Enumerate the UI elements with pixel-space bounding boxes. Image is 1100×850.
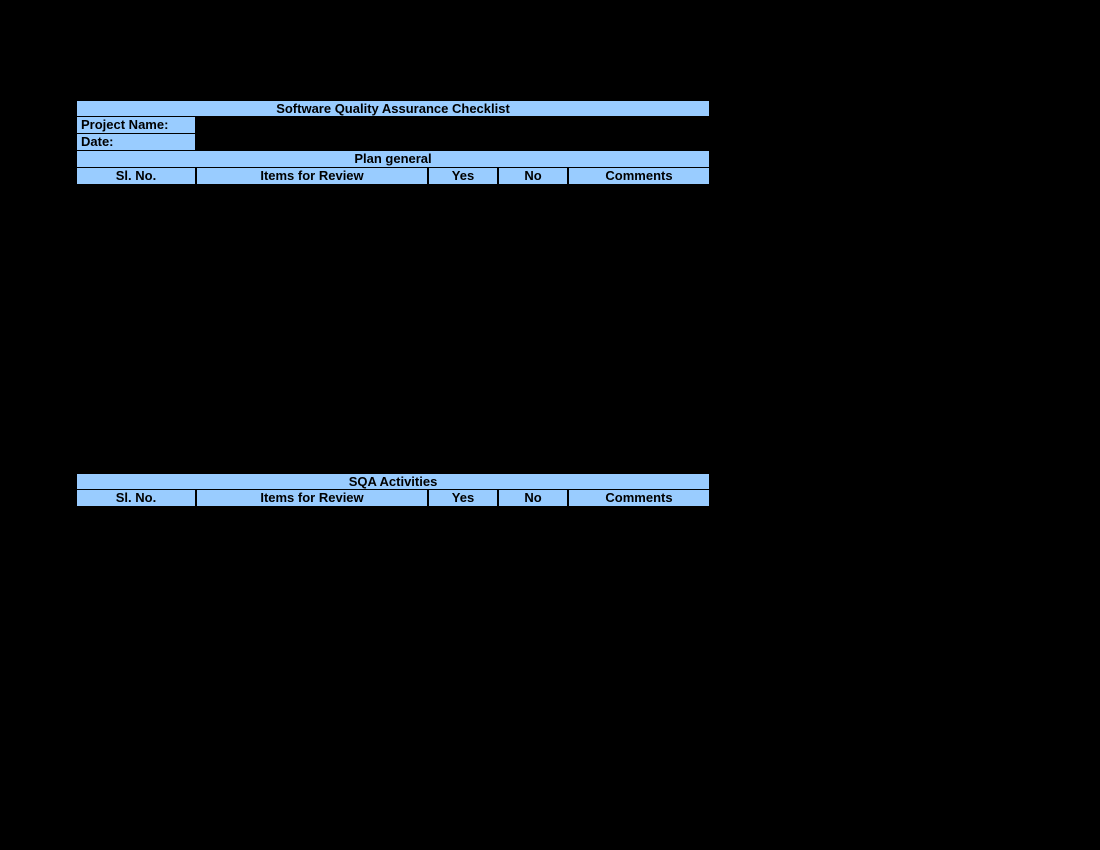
section-body-plan-general <box>76 185 710 473</box>
col-header-yes-2: Yes <box>428 490 498 507</box>
col-header-no: No <box>498 168 568 185</box>
column-headers-plan-general: Sl. No. Items for Review Yes No Comments <box>76 168 710 185</box>
project-name-label: Project Name: <box>76 117 196 134</box>
col-header-no-2: No <box>498 490 568 507</box>
document-title: Software Quality Assurance Checklist <box>76 100 710 117</box>
date-value[interactable] <box>196 134 710 151</box>
date-row: Date: <box>76 134 710 151</box>
col-header-slno: Sl. No. <box>76 168 196 185</box>
section-header-sqa-activities: SQA Activities <box>76 473 710 490</box>
project-name-row: Project Name: <box>76 117 710 134</box>
col-header-items: Items for Review <box>196 168 428 185</box>
project-name-value[interactable] <box>196 117 710 134</box>
col-header-slno-2: Sl. No. <box>76 490 196 507</box>
checklist-sheet: Software Quality Assurance Checklist Pro… <box>76 100 710 507</box>
col-header-items-2: Items for Review <box>196 490 428 507</box>
section-title-plan-general: Plan general <box>76 151 710 168</box>
col-header-comments: Comments <box>568 168 710 185</box>
column-headers-sqa-activities: Sl. No. Items for Review Yes No Comments <box>76 490 710 507</box>
section-header-plan-general: Plan general <box>76 151 710 168</box>
date-label: Date: <box>76 134 196 151</box>
document-title-row: Software Quality Assurance Checklist <box>76 100 710 117</box>
col-header-yes: Yes <box>428 168 498 185</box>
section-title-sqa-activities: SQA Activities <box>76 473 710 490</box>
col-header-comments-2: Comments <box>568 490 710 507</box>
